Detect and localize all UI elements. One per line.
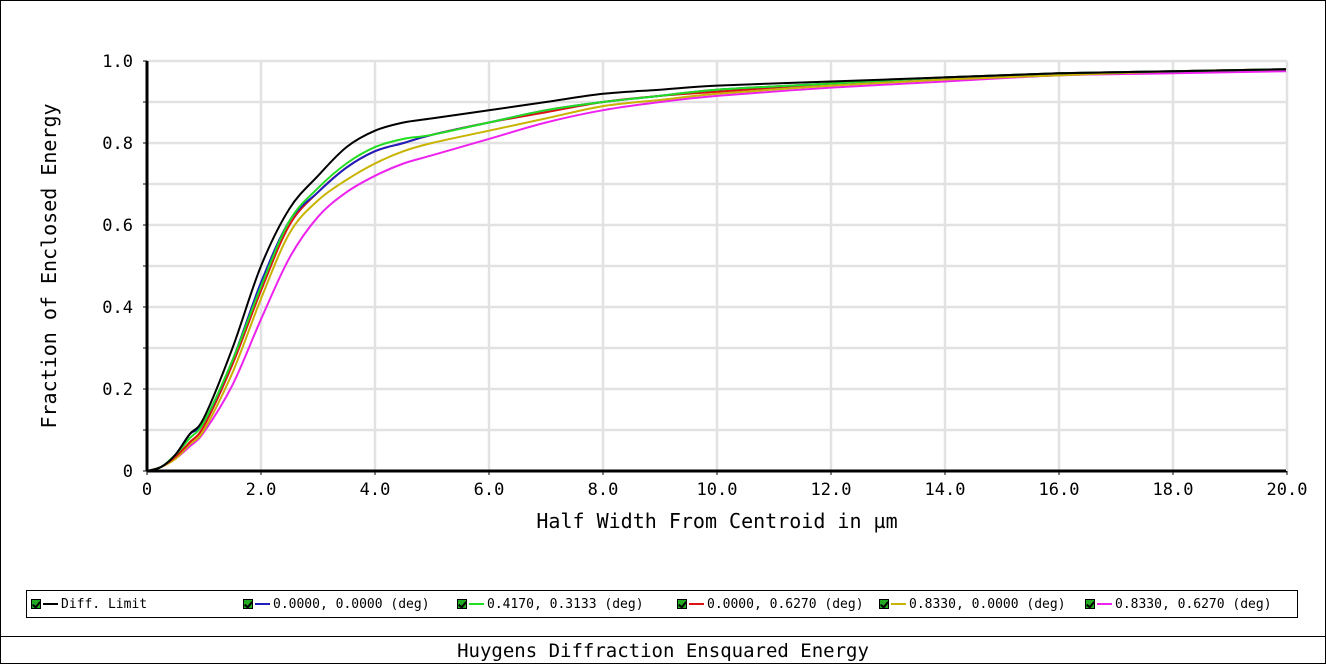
y-tick-label: 0	[123, 462, 133, 482]
y-tick-label: 0.4	[102, 298, 133, 318]
checkbox-icon[interactable]	[243, 599, 253, 609]
y-tick-label: 0.2	[102, 380, 133, 400]
legend-label: 0.8330, 0.6270 (deg)	[1115, 596, 1272, 612]
checkbox-icon[interactable]	[677, 599, 687, 609]
axes	[143, 60, 1288, 475]
x-tick-label: 10.0	[697, 480, 738, 500]
x-tick-label: 8.0	[588, 480, 619, 500]
plot-area: 0 2.0 4.0 6.0 8.0 10.0 12.0 14.0 16.0 18.0 20.0 0 0.…	[37, 52, 1307, 533]
checkbox-icon[interactable]	[457, 599, 467, 609]
x-tick-label: 0	[142, 480, 152, 500]
x-tick-label: 4.0	[360, 480, 391, 500]
y-axis-label: Fraction of Enclosed Energy	[37, 103, 61, 428]
legend-swatch	[43, 603, 58, 605]
checkbox-icon[interactable]	[31, 599, 41, 609]
legend-label: Diff. Limit	[61, 596, 148, 612]
x-tick-label: 16.0	[1039, 480, 1080, 500]
legend-swatch	[255, 603, 270, 605]
grid	[147, 59, 1289, 471]
tick-labels: 0 2.0 4.0 6.0 8.0 10.0 12.0 14.0 16.0 18.0 20.0 0 0.…	[102, 52, 1307, 500]
series-line-0	[146, 68, 1288, 472]
legend-item-3[interactable]: 0.0000, 0.6270 (deg)	[677, 596, 864, 612]
x-tick-label: 2.0	[246, 480, 277, 500]
legend-label: 0.4170, 0.3133 (deg)	[487, 596, 644, 612]
legend-swatch	[891, 603, 906, 605]
x-tick-label: 12.0	[811, 480, 852, 500]
checkbox-icon[interactable]	[879, 599, 889, 609]
legend-item-5[interactable]: 0.8330, 0.6270 (deg)	[1085, 596, 1272, 612]
x-tick-label: 18.0	[1153, 480, 1194, 500]
x-axis-label: Half Width From Centroid in µm	[536, 509, 897, 533]
legend-label: 0.8330, 0.0000 (deg)	[909, 596, 1066, 612]
y-tick-label: 0.8	[102, 134, 133, 154]
legend-item-4[interactable]: 0.8330, 0.0000 (deg)	[879, 596, 1066, 612]
legend: Diff. Limit 0.0000, 0.0000 (deg) 0.4170, 0…	[26, 590, 1298, 618]
y-tick-label: 1.0	[102, 52, 133, 72]
legend-swatch	[1097, 603, 1112, 605]
legend-item-2[interactable]: 0.4170, 0.3133 (deg)	[457, 596, 644, 612]
legend-label: 0.0000, 0.0000 (deg)	[273, 596, 430, 612]
legend-swatch	[469, 603, 484, 605]
chart-title: Huygens Diffraction Ensquared Energy	[0, 636, 1326, 664]
series-layer	[146, 68, 1288, 472]
legend-label: 0.0000, 0.6270 (deg)	[707, 596, 864, 612]
x-tick-label: 20.0	[1267, 480, 1308, 500]
x-tick-label: 6.0	[474, 480, 505, 500]
y-tick-label: 0.6	[102, 216, 133, 236]
series-line-4	[146, 68, 1288, 472]
legend-item-1[interactable]: 0.0000, 0.0000 (deg)	[243, 596, 430, 612]
checkbox-icon[interactable]	[1085, 599, 1095, 609]
series-line-5	[146, 70, 1288, 472]
legend-swatch	[689, 603, 704, 605]
x-tick-label: 14.0	[925, 480, 966, 500]
legend-item-0[interactable]: Diff. Limit	[31, 596, 147, 612]
